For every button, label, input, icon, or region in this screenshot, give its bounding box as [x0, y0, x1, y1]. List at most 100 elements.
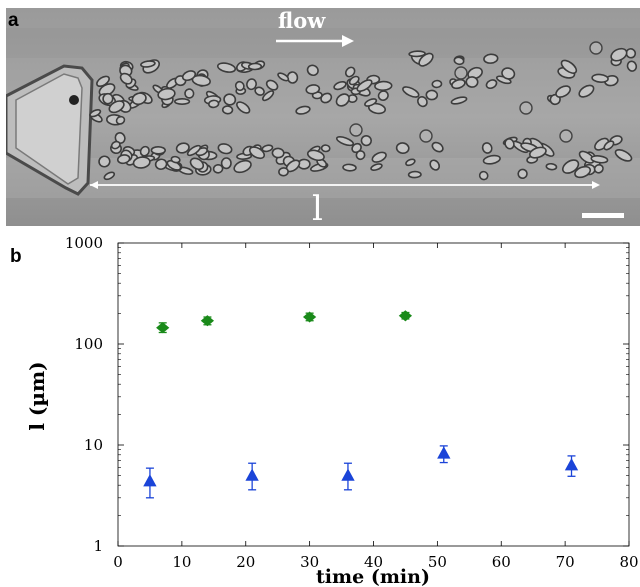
cell [261, 144, 274, 153]
cell [626, 60, 638, 72]
x-tick-label: 0 [113, 553, 123, 571]
cell [429, 159, 441, 171]
x-tick-label: 10 [172, 553, 191, 571]
plot-frame [117, 242, 630, 547]
panel-b-label: b [10, 246, 22, 267]
cell [170, 155, 181, 164]
cell [154, 158, 168, 170]
cell [262, 90, 275, 102]
y-axis-label: l (µm) [25, 361, 49, 430]
cell [431, 141, 444, 153]
cell [555, 85, 571, 98]
length-vs-time-chart: b 0 10 20 30 40 50 60 70 80 1 10 100 1000 time (min)… [10, 234, 639, 587]
cell [254, 86, 265, 96]
cell [593, 164, 604, 174]
cell [150, 145, 166, 155]
cell [189, 157, 205, 171]
cell [614, 149, 633, 162]
cell [208, 99, 220, 109]
cell [348, 75, 360, 86]
cell [625, 48, 637, 59]
cell [610, 47, 628, 62]
cell [501, 67, 516, 80]
cell [374, 80, 393, 92]
cell [454, 66, 468, 80]
cell [561, 159, 580, 174]
triangle-point [564, 458, 579, 471]
cell [344, 66, 356, 78]
cell [132, 156, 151, 169]
cell [485, 79, 498, 90]
cell [407, 170, 422, 179]
cell [574, 165, 592, 179]
y-tick-label: 1000 [65, 234, 103, 252]
cell [216, 62, 237, 73]
cell [519, 101, 533, 115]
cell [320, 92, 333, 104]
cell [320, 144, 331, 153]
y-tick-label: 10 [84, 436, 103, 454]
cell [108, 100, 125, 114]
cell [453, 56, 465, 66]
scale-bar [582, 213, 624, 218]
cell [236, 101, 251, 114]
cell [504, 138, 515, 150]
cell [247, 62, 263, 71]
cell [174, 97, 191, 106]
length-label: l [312, 189, 323, 226]
cell [139, 145, 150, 157]
cell [115, 115, 126, 125]
cell [559, 129, 573, 143]
panel-a-label: a [8, 10, 19, 31]
cell [89, 108, 102, 118]
diamond-point [398, 310, 413, 322]
cell [220, 157, 232, 170]
triangle-point [143, 474, 157, 487]
cell [483, 53, 499, 64]
cell [578, 150, 595, 164]
cell [234, 80, 245, 92]
cell [333, 80, 347, 91]
x-tick-label: 40 [364, 553, 383, 571]
cell [98, 155, 111, 168]
x-tick-label: 50 [428, 553, 447, 571]
flow-arrow [276, 35, 354, 47]
cell [467, 66, 483, 80]
cell [465, 76, 479, 88]
diamond-point [302, 311, 317, 323]
cell [221, 105, 234, 115]
cell [402, 86, 420, 98]
y-tick-label: 100 [74, 335, 103, 353]
cell [102, 92, 114, 105]
cell [482, 154, 501, 165]
cell [416, 95, 428, 108]
triangle-point [245, 468, 259, 481]
cell [371, 151, 387, 163]
cell [481, 142, 493, 154]
cell [184, 88, 195, 99]
cell [408, 50, 426, 58]
x-tick-label: 20 [236, 553, 255, 571]
flow-label: flow [278, 8, 326, 33]
cell [419, 129, 433, 143]
cell [590, 155, 609, 164]
cell [157, 87, 176, 101]
cell [110, 140, 121, 150]
axes: 0 10 20 30 40 50 60 70 80 1 10 100 1000 [65, 234, 639, 571]
x-tick-label: 30 [300, 553, 319, 571]
microscopy-image: flow l a [6, 8, 640, 226]
cell [450, 96, 468, 105]
cell [223, 93, 237, 106]
cell [277, 72, 290, 82]
triangle-point [341, 468, 355, 481]
cell [103, 171, 116, 181]
cell [131, 92, 147, 106]
cell [517, 168, 528, 179]
cell [306, 149, 325, 162]
data-marks [143, 310, 579, 499]
cell [212, 163, 224, 174]
cell [116, 154, 131, 165]
diamond-point [200, 315, 215, 327]
cell [368, 102, 386, 115]
x-tick-label: 70 [556, 553, 575, 571]
